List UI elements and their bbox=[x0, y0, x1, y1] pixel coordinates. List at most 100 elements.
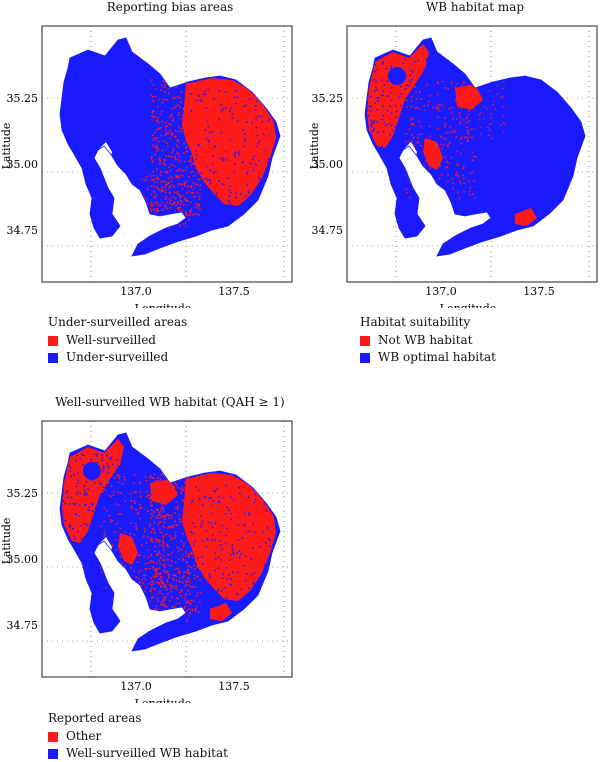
map-pixel bbox=[408, 128, 411, 131]
map-pixel bbox=[124, 565, 126, 568]
map-pixel bbox=[161, 582, 163, 584]
map-pixel bbox=[170, 114, 172, 117]
map-pixel bbox=[204, 93, 206, 96]
map-pixel bbox=[164, 134, 166, 136]
map-pixel bbox=[118, 493, 121, 495]
map-pixel bbox=[113, 586, 115, 588]
map-pixel bbox=[208, 141, 210, 143]
map-pixel bbox=[413, 85, 415, 88]
red-patch bbox=[210, 603, 232, 621]
map-pixel bbox=[156, 598, 159, 600]
map-pixel bbox=[104, 507, 107, 510]
map-pixel bbox=[155, 538, 157, 540]
map-pixel bbox=[87, 524, 89, 527]
map-pixel bbox=[162, 516, 165, 519]
map-pixel bbox=[152, 174, 155, 177]
map-pixel bbox=[165, 183, 167, 186]
map-pixel bbox=[436, 104, 438, 106]
map-pixel bbox=[200, 526, 203, 528]
map-pixel bbox=[161, 540, 164, 543]
map-pixel bbox=[186, 569, 189, 571]
map-pixel bbox=[157, 568, 159, 570]
map-pixel bbox=[396, 110, 398, 113]
blue-swatch bbox=[360, 352, 370, 363]
map-pixel bbox=[451, 111, 454, 114]
map-pixel bbox=[186, 487, 188, 490]
map-pixel bbox=[80, 524, 83, 527]
map-pixel bbox=[182, 509, 184, 511]
map-pixel bbox=[173, 524, 175, 526]
map-pixel bbox=[157, 514, 160, 516]
map-pixel bbox=[172, 147, 175, 150]
map-pixel bbox=[190, 522, 192, 524]
map-pixel bbox=[188, 556, 190, 558]
map-pixel bbox=[176, 524, 179, 526]
map-pixel bbox=[420, 98, 423, 100]
map-pixel bbox=[437, 81, 439, 84]
map-pixel bbox=[101, 530, 104, 532]
map-pixel bbox=[441, 146, 443, 149]
blue-swatch bbox=[48, 352, 58, 363]
map-pixel bbox=[178, 513, 181, 516]
map-pixel bbox=[75, 485, 78, 488]
map-pixel bbox=[161, 84, 163, 86]
map-pixel bbox=[142, 590, 145, 592]
map-pixel bbox=[163, 140, 166, 143]
map-pixel bbox=[178, 558, 180, 561]
map-pixel bbox=[415, 91, 417, 93]
map-pixel bbox=[370, 119, 372, 122]
map-pixel bbox=[161, 120, 163, 123]
map-pixel bbox=[180, 131, 183, 133]
map-pixel bbox=[175, 603, 177, 605]
map-pixel bbox=[124, 531, 126, 534]
map-pixel bbox=[152, 583, 155, 585]
map-pixel bbox=[196, 89, 199, 91]
map-pixel bbox=[159, 480, 161, 482]
map-pixel bbox=[226, 596, 228, 599]
map-pixel bbox=[170, 196, 172, 199]
map-pixel bbox=[195, 483, 197, 485]
map-pixel bbox=[372, 120, 375, 122]
map-pixel bbox=[150, 79, 153, 81]
map-pixel bbox=[416, 115, 419, 118]
map-pixel bbox=[169, 116, 171, 118]
map-pixel bbox=[150, 185, 152, 188]
bay-water bbox=[403, 142, 489, 232]
map-pixel bbox=[81, 453, 83, 456]
legend-label: Well-surveilled WB habitat bbox=[66, 746, 228, 760]
map-pixel bbox=[184, 222, 186, 224]
map-pixel bbox=[488, 129, 491, 131]
map-pixel bbox=[124, 499, 127, 501]
map-pixel bbox=[444, 125, 446, 128]
map-pixel bbox=[186, 528, 188, 531]
map-pixel bbox=[102, 491, 104, 493]
map-pixel bbox=[225, 484, 227, 487]
map-pixel bbox=[196, 154, 198, 156]
map-pixel bbox=[433, 127, 435, 130]
map-pixel bbox=[198, 198, 201, 200]
map-pixel bbox=[259, 115, 262, 118]
red-region bbox=[367, 44, 429, 148]
map-pixel bbox=[429, 95, 431, 97]
map-pixel bbox=[130, 500, 132, 502]
map-pixel bbox=[73, 473, 75, 476]
map-pixel bbox=[219, 531, 221, 533]
map-pixel bbox=[189, 612, 191, 615]
map-pixel bbox=[187, 103, 190, 105]
map-pixel bbox=[245, 104, 247, 107]
map-pixel bbox=[190, 191, 193, 194]
map-pixel bbox=[198, 192, 201, 195]
map-pixel bbox=[190, 208, 192, 211]
map-pixel bbox=[232, 571, 234, 574]
legend-item: Under-surveilled bbox=[48, 349, 187, 366]
map-pixel bbox=[426, 59, 428, 62]
map-pixel bbox=[401, 117, 404, 119]
map-pixel bbox=[162, 546, 165, 549]
map-pixel bbox=[151, 477, 154, 479]
map-pixel bbox=[180, 203, 182, 205]
map-pixel bbox=[193, 503, 196, 505]
map-pixel bbox=[442, 105, 444, 107]
map-pixel bbox=[135, 576, 137, 578]
map-pixel bbox=[84, 504, 86, 507]
map-pixel bbox=[492, 100, 495, 102]
